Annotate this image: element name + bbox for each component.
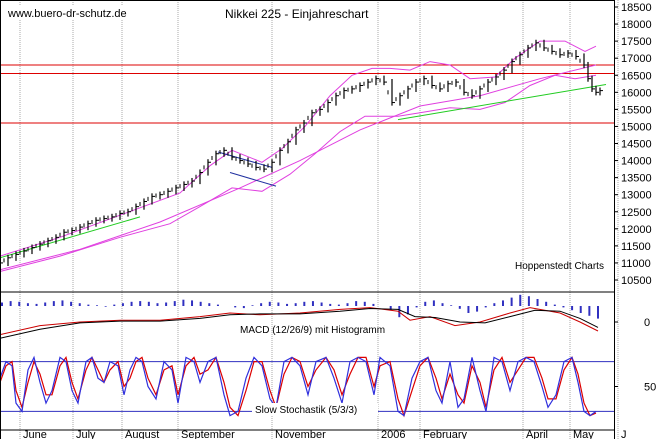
- price-tick-label: 16000: [621, 87, 652, 99]
- channel-line: [229, 172, 277, 187]
- stochastic-panel: [0, 355, 614, 418]
- macd-label: MACD (12/26/9) mit Histogramm: [240, 325, 385, 336]
- price-tick-label: 14500: [621, 139, 652, 151]
- price-tick-label: 12000: [621, 224, 652, 236]
- month-label: April: [526, 429, 548, 439]
- trend-line: [397, 84, 607, 121]
- channel-line: [217, 151, 273, 168]
- moving-average: [0, 64, 597, 271]
- plot-frame: [0, 0, 615, 439]
- macd-signal-line: [0, 307, 599, 339]
- price-tick-label: 13000: [621, 190, 652, 202]
- price-tick-label: 16500: [621, 70, 652, 82]
- price-tick-label: 14000: [621, 156, 652, 168]
- price-tick-label: 15500: [621, 104, 652, 116]
- bollinger-lower: [0, 74, 597, 272]
- price-tick-label: 13500: [621, 173, 652, 185]
- month-label: 2006: [381, 429, 405, 439]
- macd-panel: [0, 294, 599, 339]
- axes: June July August September November 2006 Febru…: [0, 0, 656, 439]
- source-label: Hoppenstedt Charts: [515, 261, 604, 272]
- stoch-tick-label: 50: [644, 382, 656, 394]
- price-tick-label: 17000: [621, 53, 652, 65]
- price-tick-label: 11500: [621, 241, 651, 253]
- macd-tick-label: 0: [644, 317, 650, 329]
- month-label: November: [275, 429, 326, 439]
- stoch-d-line: [0, 355, 597, 418]
- price-tick-label: 10500: [621, 275, 652, 287]
- stoch-label: Slow Stochastik (5/3/3): [255, 405, 357, 416]
- price-tick-label: 11000: [621, 258, 651, 270]
- price-tick-label: 15000: [621, 121, 652, 133]
- price-panel: [0, 39, 614, 272]
- grid-lines: [19, 0, 619, 439]
- month-label: February: [423, 429, 468, 439]
- chart-title: Nikkei 225 - Einjahreschart: [225, 7, 369, 21]
- macd-line: [0, 307, 599, 336]
- month-label: J: [621, 429, 627, 439]
- price-tick-label: 18500: [621, 2, 652, 14]
- price-tick-label: 17500: [621, 36, 652, 48]
- stoch-label-box: [252, 403, 378, 415]
- trend-line: [0, 216, 141, 259]
- month-label: July: [76, 429, 96, 439]
- price-tick-label: 18000: [621, 19, 652, 31]
- watermark-box: [4, 6, 138, 20]
- month-label: June: [23, 429, 47, 439]
- stoch-k-line: [0, 355, 597, 417]
- month-label: August: [125, 429, 159, 439]
- month-label: May: [573, 429, 594, 439]
- month-label: September: [181, 429, 235, 439]
- watermark: www.buero-dr-schutz.de: [7, 8, 127, 20]
- price-tick-label: 12500: [621, 207, 652, 219]
